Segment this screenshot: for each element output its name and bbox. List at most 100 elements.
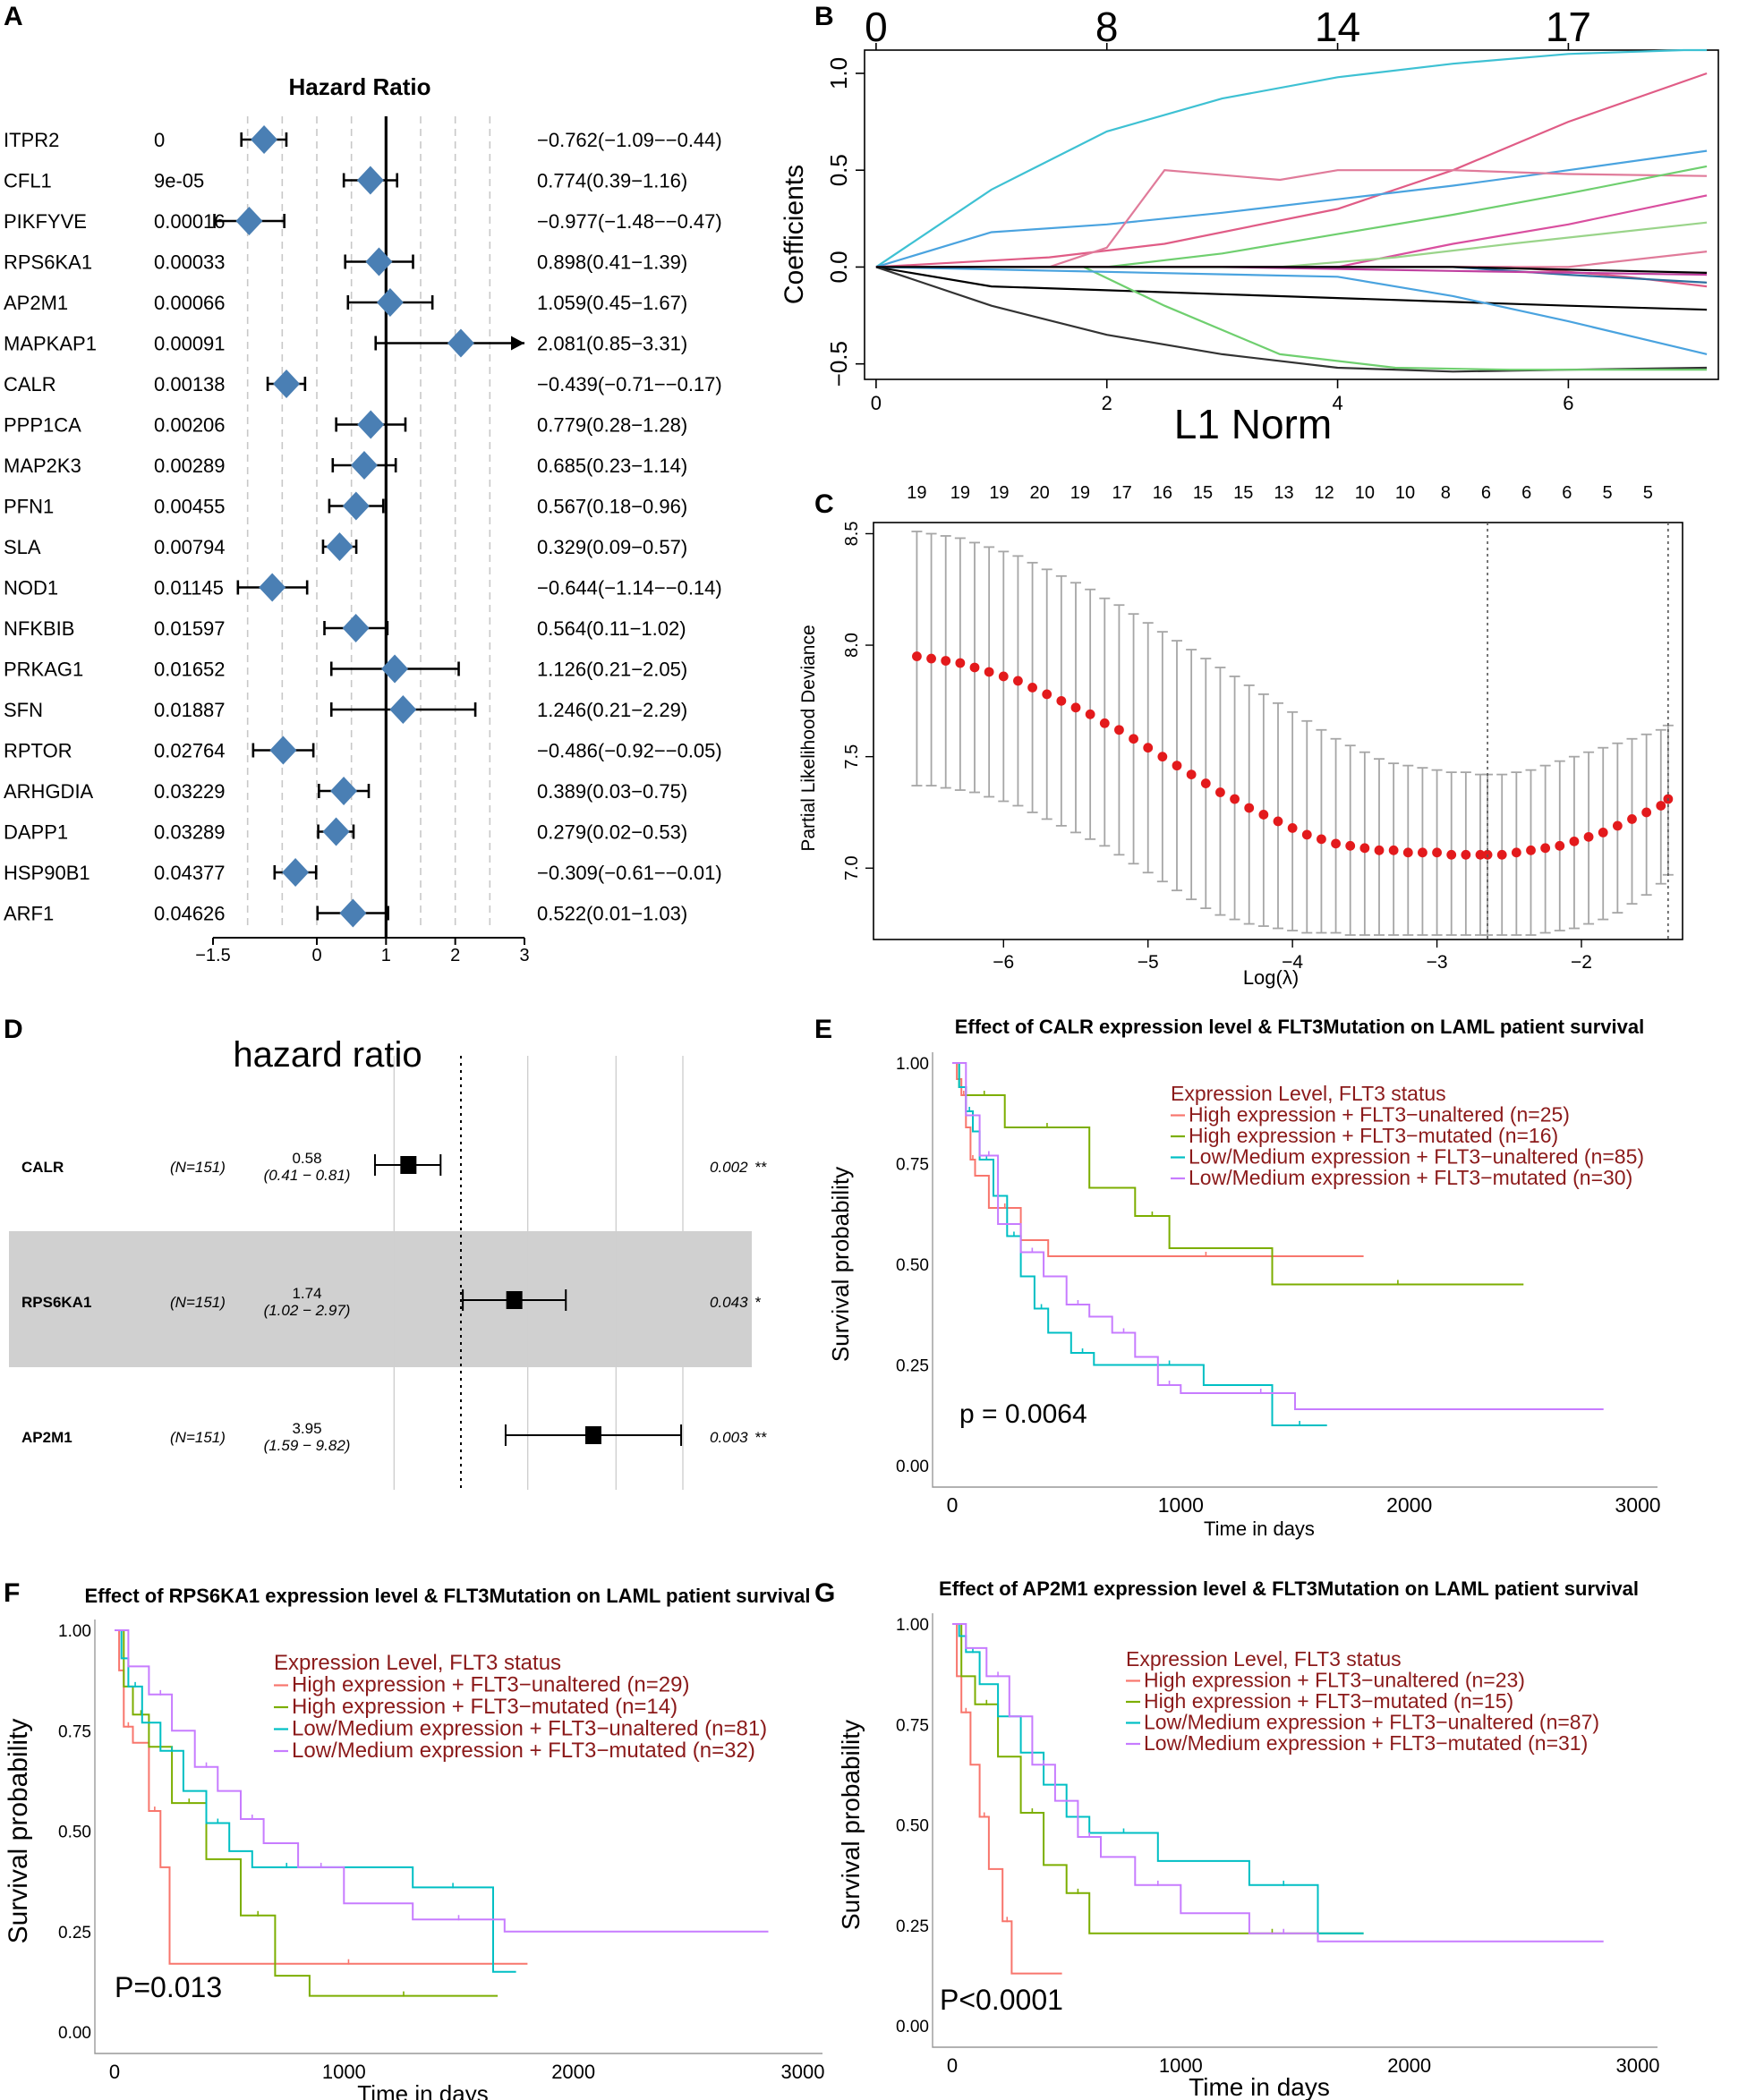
n-label: (N=151) <box>170 1159 226 1176</box>
deviance-point <box>1446 849 1457 860</box>
p-value-label: 0.01652 <box>154 659 226 681</box>
estimate-box <box>400 1156 417 1174</box>
ci-label: 1.126(0.21−2.05) <box>537 659 687 681</box>
estimate-diamond <box>342 614 370 642</box>
estimate-diamond <box>342 491 370 521</box>
y-axis-label: Survival probability <box>827 1167 854 1362</box>
significance-stars: ** <box>754 1429 768 1446</box>
gene-label: CFL1 <box>4 170 52 192</box>
y-tick-label: 8.0 <box>842 633 862 658</box>
n-label: (N=151) <box>170 1429 226 1446</box>
chart-title: Effect of AP2M1 expression level & FLT3M… <box>939 1577 1639 1600</box>
x-tick-label: 1000 <box>1159 2054 1203 2077</box>
gene-label: RPS6KA1 <box>21 1294 91 1311</box>
estimate-diamond <box>251 125 278 154</box>
x-tick-label: 1000 <box>322 2061 366 2083</box>
panel-c-ylabel: Partial Likelihood Deviance <box>798 625 819 851</box>
gene-label: PRKAG1 <box>4 659 83 681</box>
p-value-label: 0.043 <box>710 1294 748 1311</box>
panel-b-xlabel: L1 Norm <box>1174 401 1332 447</box>
axis-frame <box>94 1620 822 2054</box>
deviance-point <box>1461 849 1471 860</box>
y-axis-label: Survival probability <box>4 1719 33 1944</box>
deviance-point <box>998 671 1009 682</box>
deviance-point <box>1402 847 1413 858</box>
deviance-point <box>1569 836 1580 846</box>
coefficient-path <box>875 266 1708 274</box>
deviance-point <box>1612 820 1623 831</box>
gene-label: MAP2K3 <box>4 455 81 477</box>
ci-label: (1.02 − 2.97) <box>264 1302 351 1319</box>
deviance-point <box>1432 847 1442 858</box>
ci-label: 0.774(0.39−1.16) <box>537 170 687 192</box>
deviance-point <box>1641 807 1652 818</box>
estimate-diamond <box>330 777 358 805</box>
top-tick-label: 8 <box>1441 483 1451 503</box>
deviance-point <box>1042 689 1052 700</box>
top-tick-label: 6 <box>1562 483 1572 503</box>
y-tick-label: 7.0 <box>842 855 862 880</box>
x-axis-label: Time in days <box>357 2080 488 2100</box>
axis-frame <box>932 1613 1658 2048</box>
x-tick-label: 2000 <box>551 2061 595 2083</box>
plot-frame <box>864 49 1719 380</box>
p-value-label: 0 <box>154 129 165 151</box>
estimate-diamond <box>381 654 409 684</box>
legend-entry: High expression + FLT3−mutated (n=14) <box>292 1695 677 1719</box>
p-value-label: 0.02764 <box>154 740 226 762</box>
deviance-point <box>1230 794 1240 804</box>
y-tick-label: 0.75 <box>896 1716 929 1735</box>
top-tick-label: 0 <box>865 4 888 50</box>
top-tick-label: 19 <box>907 483 926 503</box>
estimate-diamond <box>356 166 384 195</box>
ci-label: 0.522(0.01−1.03) <box>537 903 687 925</box>
legend-title: Expression Level, FLT3 status <box>274 1651 561 1675</box>
gene-label: PFN1 <box>4 496 54 518</box>
ci-label: 1.059(0.45−1.67) <box>537 292 687 314</box>
x-tick-label: 3000 <box>1616 2054 1660 2077</box>
deviance-point <box>941 656 951 666</box>
coefficient-path <box>875 72 1708 268</box>
ci-label: −0.439(−0.71−−0.17) <box>537 373 722 395</box>
gene-label: ARF1 <box>4 903 54 925</box>
deviance-point <box>1200 778 1211 788</box>
y-tick-label: 0.00 <box>896 1458 929 1476</box>
top-tick-label: 5 <box>1602 483 1612 503</box>
top-tick-label: 15 <box>1233 483 1253 503</box>
y-tick-label: 0.25 <box>896 1357 929 1376</box>
top-tick-label: 17 <box>1546 4 1591 50</box>
estimate-box <box>506 1291 523 1309</box>
deviance-point <box>1258 810 1269 820</box>
estimate-diamond <box>273 370 301 398</box>
deviance-point <box>1186 769 1197 779</box>
deviance-point <box>1027 683 1037 693</box>
survival-curve <box>952 1623 1364 1934</box>
x-tick-label: 2000 <box>1386 1493 1432 1517</box>
y-tick-label: 0.50 <box>896 1817 929 1836</box>
top-tick-label: 6 <box>1521 483 1531 503</box>
panel-a-forest-plot: A Hazard Ratio −1.5 0 1 2 3 ITPR2 0 −0.762(−1.0… <box>4 2 722 965</box>
deviance-point <box>955 658 966 668</box>
deviance-point <box>1143 743 1154 753</box>
legend-entry: High expression + FLT3−mutated (n=15) <box>1144 1689 1513 1713</box>
p-value-label: 0.002 <box>710 1159 748 1176</box>
deviance-point <box>1070 702 1081 713</box>
top-tick-label: 19 <box>989 483 1009 503</box>
panel-label-g: G <box>814 1578 835 1608</box>
deviance-point <box>1331 838 1341 849</box>
ci-label: −0.977(−1.48−−0.47) <box>537 210 722 233</box>
legend-entry: Low/Medium expression + FLT3−mutated (n=… <box>1144 1731 1588 1755</box>
y-tick-label: 0.00 <box>896 2018 929 2036</box>
x-tick-label: 2 <box>1102 392 1112 414</box>
deviance-point <box>1317 834 1326 845</box>
ci-label: (1.59 − 9.82) <box>264 1437 351 1454</box>
deviance-point <box>1287 823 1298 833</box>
estimate-diamond <box>357 410 385 439</box>
estimate-diamond <box>365 247 393 276</box>
panel-b-ylabel: Coefficients <box>780 165 809 304</box>
deviance-point <box>1656 801 1666 811</box>
axis-frame <box>932 1052 1658 1488</box>
panel-label-e: E <box>814 1015 832 1044</box>
panel-d-multivariate-forest: D hazard ratio CALR (N=151) 0.58(0.41 − 0.… <box>4 1015 768 1490</box>
estimate-diamond <box>269 735 297 765</box>
